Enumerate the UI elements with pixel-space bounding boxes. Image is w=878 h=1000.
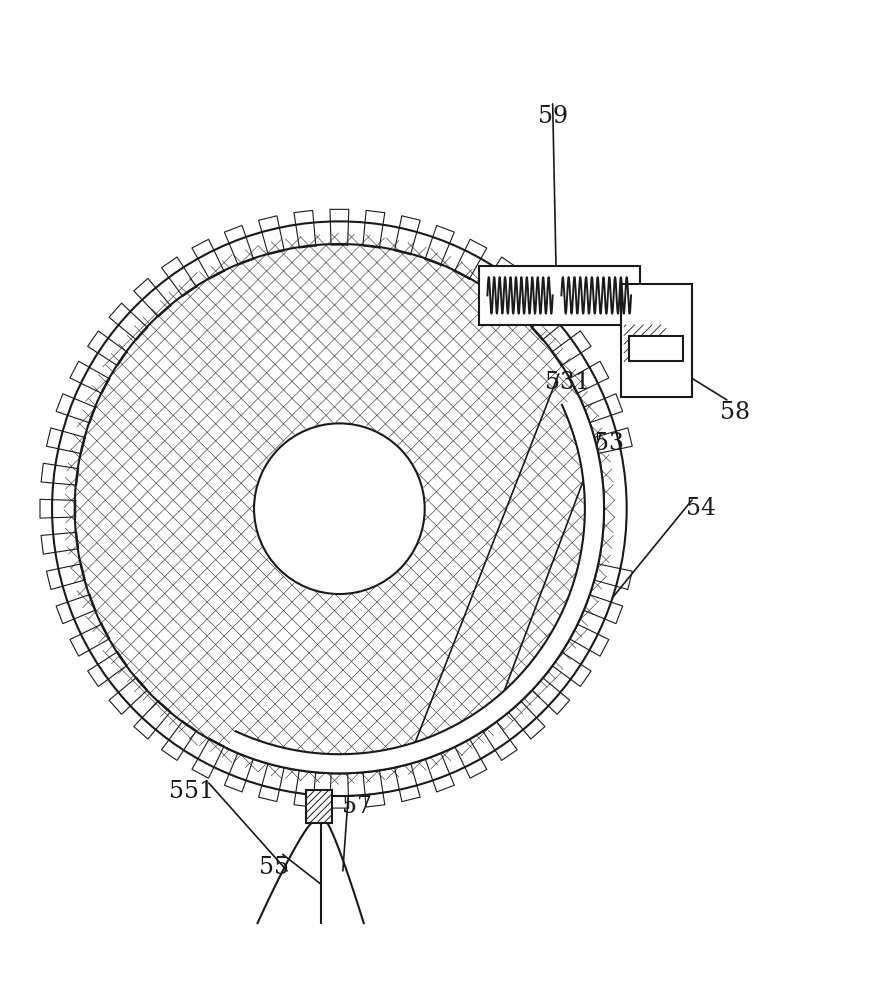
Bar bbox=[306, 790, 332, 823]
Text: 59: 59 bbox=[537, 105, 567, 128]
Circle shape bbox=[254, 423, 424, 594]
Text: 54: 54 bbox=[685, 497, 715, 520]
Text: 53: 53 bbox=[594, 432, 623, 455]
Text: 531: 531 bbox=[544, 371, 589, 394]
Circle shape bbox=[52, 221, 626, 796]
Bar bbox=[629, 336, 682, 361]
Text: 551: 551 bbox=[169, 780, 213, 803]
Text: 57: 57 bbox=[342, 795, 371, 818]
Text: 58: 58 bbox=[720, 401, 750, 424]
Bar bbox=[479, 266, 639, 325]
Bar bbox=[620, 284, 691, 397]
Polygon shape bbox=[227, 397, 603, 773]
Bar bbox=[623, 325, 666, 362]
Text: 55: 55 bbox=[259, 856, 289, 879]
